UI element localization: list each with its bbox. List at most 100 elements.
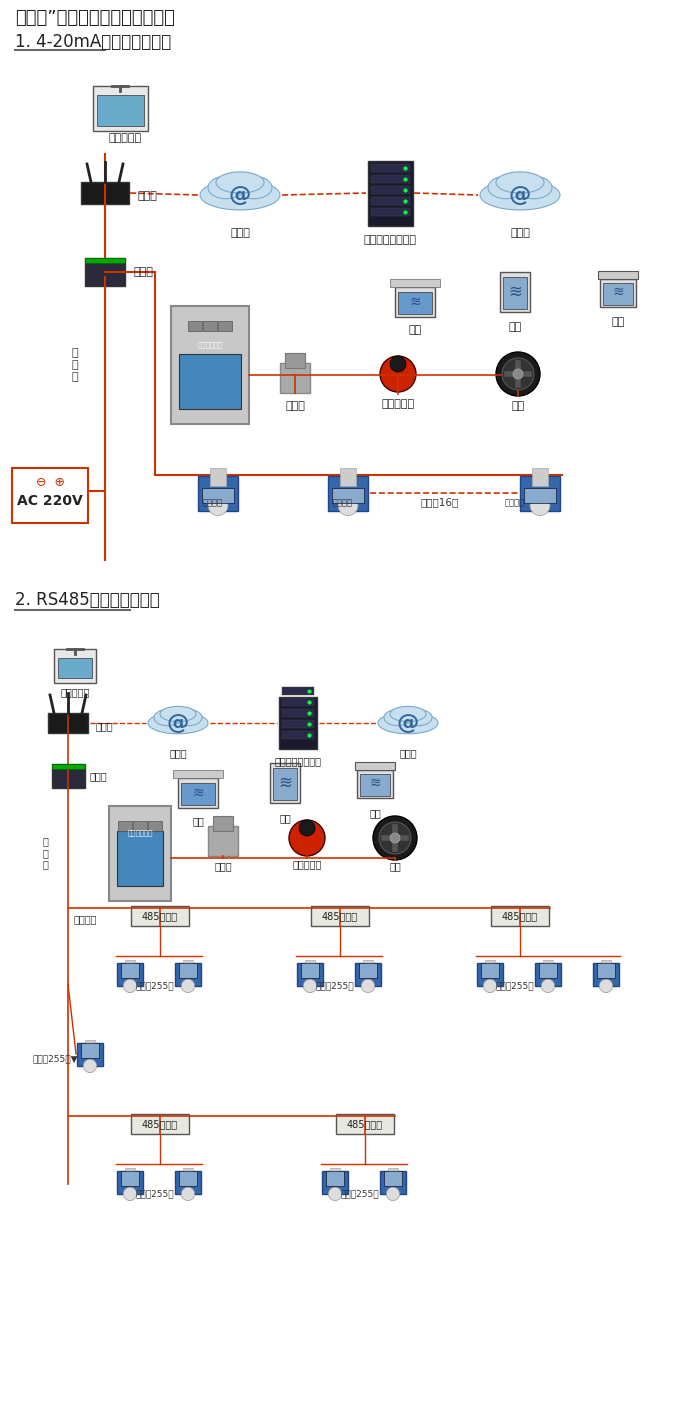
Bar xyxy=(601,961,611,972)
Bar xyxy=(280,363,310,393)
Text: AC 220V: AC 220V xyxy=(17,494,83,508)
Bar xyxy=(360,774,390,796)
Text: 可连接255台: 可连接255台 xyxy=(496,982,534,991)
Bar xyxy=(210,467,226,485)
Bar xyxy=(381,834,391,841)
Circle shape xyxy=(502,357,534,390)
Text: 信号输出: 信号输出 xyxy=(505,498,525,508)
Bar xyxy=(218,321,232,331)
Text: 485中继器: 485中继器 xyxy=(142,1119,178,1128)
Text: 东莞市机气猫: 东莞市机气猫 xyxy=(127,830,153,836)
Ellipse shape xyxy=(496,172,544,193)
Bar xyxy=(503,277,527,310)
Bar xyxy=(311,906,369,926)
Bar xyxy=(322,1171,348,1193)
Text: 信号输出: 信号输出 xyxy=(333,498,353,508)
Bar xyxy=(175,962,201,985)
Bar xyxy=(535,962,561,985)
Bar xyxy=(81,182,129,204)
Bar xyxy=(600,279,636,307)
Bar xyxy=(179,355,241,409)
Text: 电磁阀: 电磁阀 xyxy=(214,861,232,871)
Circle shape xyxy=(599,979,612,992)
Ellipse shape xyxy=(405,709,432,726)
Bar xyxy=(384,1171,402,1186)
Circle shape xyxy=(390,833,400,843)
Circle shape xyxy=(123,1188,136,1200)
Bar xyxy=(213,816,233,832)
Ellipse shape xyxy=(384,709,411,726)
Bar xyxy=(301,962,319,978)
Bar xyxy=(363,961,373,972)
Text: 电脑: 电脑 xyxy=(408,325,421,335)
Bar xyxy=(202,487,234,502)
Bar xyxy=(392,841,398,853)
Bar xyxy=(355,962,381,985)
Text: 互联网: 互联网 xyxy=(510,228,530,238)
Bar xyxy=(208,826,238,855)
Bar xyxy=(282,720,314,727)
Ellipse shape xyxy=(208,176,244,198)
Text: 可连接255台: 可连接255台 xyxy=(136,1189,174,1199)
Bar xyxy=(273,768,297,801)
Bar xyxy=(81,1043,99,1058)
Text: 安帕尔网络服务器: 安帕尔网络服务器 xyxy=(274,756,321,765)
Text: 转换器: 转换器 xyxy=(90,771,108,781)
Text: 互联网: 互联网 xyxy=(399,749,416,758)
Bar xyxy=(355,763,395,770)
Text: 1. 4-20mA信号连接系统图: 1. 4-20mA信号连接系统图 xyxy=(15,32,172,51)
Text: 声光报警器: 声光报警器 xyxy=(382,400,414,409)
Bar xyxy=(515,360,521,370)
Text: 485中继器: 485中继器 xyxy=(347,1119,383,1128)
Text: @: @ xyxy=(509,184,531,205)
Bar xyxy=(97,94,144,125)
Circle shape xyxy=(303,979,316,992)
Ellipse shape xyxy=(516,176,552,198)
Bar xyxy=(504,371,514,377)
Bar xyxy=(500,272,530,312)
Circle shape xyxy=(541,979,554,992)
Bar xyxy=(178,778,218,808)
Bar xyxy=(395,287,435,317)
Circle shape xyxy=(208,495,228,515)
Ellipse shape xyxy=(378,712,438,734)
Bar xyxy=(392,825,398,834)
Text: 信号源组: 信号源组 xyxy=(74,915,97,924)
Bar xyxy=(597,962,615,978)
Text: @: @ xyxy=(229,184,251,205)
Text: 电磁阀: 电磁阀 xyxy=(285,401,305,411)
Text: 安帕尔网络服务器: 安帕尔网络服务器 xyxy=(363,235,416,245)
Bar xyxy=(370,207,410,215)
Bar xyxy=(198,476,238,511)
Bar xyxy=(125,1168,135,1180)
Bar xyxy=(285,353,305,369)
Circle shape xyxy=(386,1188,400,1200)
Bar xyxy=(282,687,314,695)
Bar xyxy=(117,830,163,885)
Text: 互联网: 互联网 xyxy=(230,228,250,238)
Text: 机气猫”系列带显示固定式检测仪: 机气猫”系列带显示固定式检测仪 xyxy=(15,8,175,27)
Bar xyxy=(173,770,223,778)
Circle shape xyxy=(390,356,406,371)
Bar xyxy=(368,160,412,225)
Bar xyxy=(181,784,215,805)
Ellipse shape xyxy=(480,180,560,210)
Circle shape xyxy=(483,979,497,992)
Ellipse shape xyxy=(154,709,181,726)
Bar xyxy=(12,469,88,523)
Circle shape xyxy=(513,369,523,378)
Text: 可连接255台: 可连接255台 xyxy=(136,982,174,991)
Bar xyxy=(332,487,364,502)
Bar xyxy=(515,378,521,388)
Text: 可连接255台: 可连接255台 xyxy=(316,982,354,991)
Circle shape xyxy=(361,979,374,992)
Text: 互联网: 互联网 xyxy=(169,749,187,758)
Text: 485中继器: 485中继器 xyxy=(322,910,358,922)
Bar xyxy=(304,961,316,972)
Text: 手机: 手机 xyxy=(279,813,291,823)
Bar xyxy=(52,764,85,770)
Text: 可连接255台▼: 可连接255台▼ xyxy=(32,1054,78,1064)
Ellipse shape xyxy=(200,180,280,210)
Text: 声光报警器: 声光报警器 xyxy=(293,860,322,870)
Bar xyxy=(380,1171,406,1193)
